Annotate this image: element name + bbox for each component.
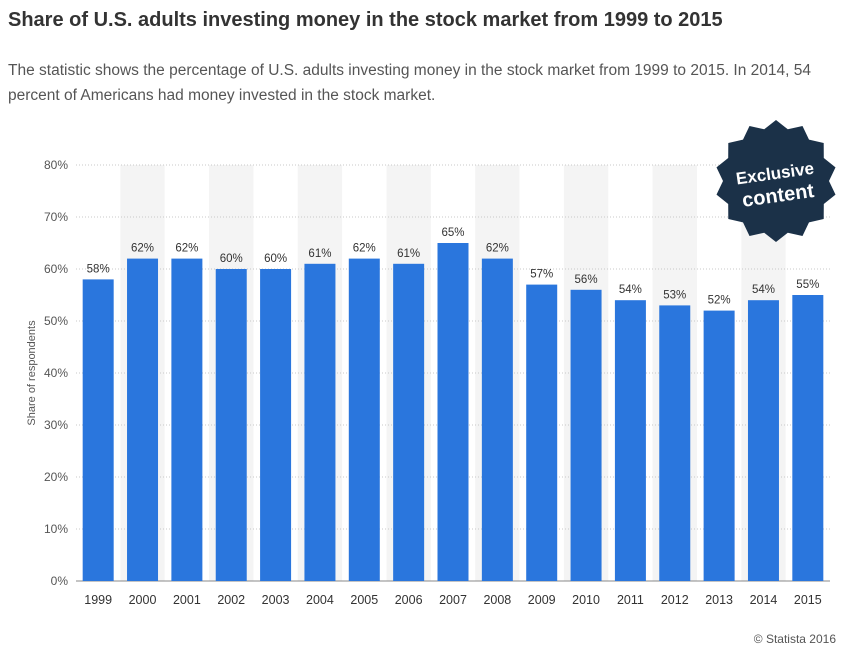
x-tick-label: 1999 xyxy=(84,593,112,607)
x-tick-label: 2008 xyxy=(483,593,511,607)
bar-2014[interactable] xyxy=(747,300,779,581)
y-axis-ticks: 0% 10% 20% 30% 40% 50% 60% 70% 80% xyxy=(44,158,68,588)
data-label: 57% xyxy=(530,269,553,281)
bar-2012[interactable] xyxy=(659,305,691,581)
data-label: 62% xyxy=(131,243,154,255)
y-tick-label: 20% xyxy=(44,470,68,484)
x-tick-label: 2012 xyxy=(661,593,689,607)
chart-description: The statistic shows the percentage of U.… xyxy=(8,62,811,104)
bar-2004[interactable] xyxy=(304,263,336,581)
bar-2015[interactable] xyxy=(792,295,824,581)
y-tick-label: 10% xyxy=(44,522,68,536)
data-label: 53% xyxy=(663,289,686,301)
y-axis-label: Share of respondents xyxy=(26,320,38,426)
data-label: 61% xyxy=(397,248,420,260)
x-tick-label: 2003 xyxy=(262,593,290,607)
data-label: 62% xyxy=(353,243,376,255)
y-tick-label: 30% xyxy=(44,418,68,432)
data-label: 54% xyxy=(752,284,775,296)
x-tick-label: 2015 xyxy=(794,593,822,607)
bar-2000[interactable] xyxy=(127,258,159,581)
data-label: 52% xyxy=(708,295,731,307)
x-tick-label: 2009 xyxy=(528,593,556,607)
x-tick-label: 2013 xyxy=(705,593,733,607)
bar-2002[interactable] xyxy=(215,269,247,581)
y-tick-label: 70% xyxy=(44,210,68,224)
exclusive-content-badge[interactable]: Exclusive content xyxy=(716,120,836,242)
x-tick-label: 2000 xyxy=(129,593,157,607)
bar-2010[interactable] xyxy=(570,289,602,581)
data-label: 62% xyxy=(486,243,509,255)
x-tick-label: 2014 xyxy=(750,593,778,607)
x-tick-label: 2011 xyxy=(617,593,644,607)
bar-2007[interactable] xyxy=(437,243,469,581)
x-axis-ticks: 1999 2000 2001 2002 2003 2004 2005 2006 2007 2008… xyxy=(84,593,822,607)
bar-2003[interactable] xyxy=(260,269,292,581)
data-label: 60% xyxy=(264,253,287,265)
data-label: 55% xyxy=(796,279,819,291)
x-tick-label: 2004 xyxy=(306,593,334,607)
x-tick-label: 2001 xyxy=(173,593,201,607)
x-tick-label: 2010 xyxy=(572,593,600,607)
y-tick-label: 40% xyxy=(44,366,68,380)
x-tick-label: 2005 xyxy=(350,593,378,607)
bar-2001[interactable] xyxy=(171,258,203,581)
data-labels: 58% 62% 62% 60% 60% 61% 62% 61% 65% 62% 57% 56% 54% 5… xyxy=(87,227,820,307)
y-tick-label: 50% xyxy=(44,314,68,328)
data-label: 65% xyxy=(441,227,464,239)
data-label: 61% xyxy=(308,248,331,260)
data-label: 62% xyxy=(175,243,198,255)
bar-1999[interactable] xyxy=(82,279,114,581)
x-tick-label: 2007 xyxy=(439,593,467,607)
data-label: 60% xyxy=(220,253,243,265)
bar-2009[interactable] xyxy=(526,284,558,581)
copyright-text[interactable]: © Statista 2016 xyxy=(753,632,836,646)
page-title: Share of U.S. adults investing money in … xyxy=(8,9,723,31)
data-label: 56% xyxy=(575,274,598,286)
bar-2006[interactable] xyxy=(393,263,425,581)
bar-2008[interactable] xyxy=(481,258,513,581)
bar-2011[interactable] xyxy=(614,300,646,581)
y-tick-label: 60% xyxy=(44,262,68,276)
data-label: 54% xyxy=(619,284,642,296)
bar-2005[interactable] xyxy=(348,258,380,581)
bar-2013[interactable] xyxy=(703,310,735,581)
y-tick-label: 0% xyxy=(51,574,69,588)
y-tick-label: 80% xyxy=(44,158,68,172)
badge-star-shape xyxy=(716,120,836,242)
x-tick-label: 2006 xyxy=(395,593,423,607)
bars xyxy=(82,243,824,581)
data-label: 58% xyxy=(87,263,110,275)
x-tick-label: 2002 xyxy=(217,593,245,607)
